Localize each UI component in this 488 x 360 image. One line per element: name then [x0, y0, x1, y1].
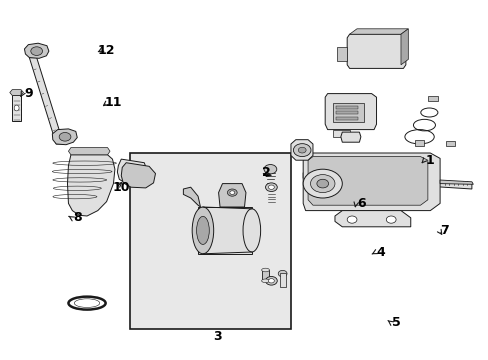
Bar: [12, 95, 21, 121]
Bar: [279, 273, 285, 287]
Bar: [336, 106, 358, 109]
Polygon shape: [340, 132, 360, 142]
Polygon shape: [303, 173, 471, 189]
Bar: [336, 111, 358, 114]
Bar: [414, 140, 424, 146]
Text: 8: 8: [73, 211, 81, 224]
Polygon shape: [52, 129, 77, 145]
Ellipse shape: [278, 270, 286, 277]
Ellipse shape: [59, 132, 71, 141]
Ellipse shape: [229, 191, 234, 194]
Bar: [446, 141, 454, 146]
Ellipse shape: [316, 179, 328, 188]
Polygon shape: [307, 157, 427, 205]
Polygon shape: [198, 207, 251, 254]
Ellipse shape: [346, 216, 356, 223]
Polygon shape: [183, 187, 200, 207]
Polygon shape: [121, 163, 155, 188]
Bar: [336, 117, 358, 120]
Bar: [261, 270, 269, 281]
Ellipse shape: [261, 268, 269, 272]
Ellipse shape: [310, 175, 334, 193]
Ellipse shape: [74, 299, 100, 307]
Polygon shape: [10, 90, 23, 95]
Polygon shape: [400, 29, 407, 65]
Text: 2: 2: [262, 166, 270, 179]
Polygon shape: [29, 58, 63, 144]
Ellipse shape: [264, 165, 276, 174]
Text: 9: 9: [24, 87, 33, 100]
Polygon shape: [349, 29, 407, 34]
Polygon shape: [24, 43, 49, 58]
Text: 5: 5: [391, 316, 400, 329]
Text: 7: 7: [440, 224, 448, 237]
Ellipse shape: [31, 47, 42, 55]
Ellipse shape: [386, 216, 395, 223]
Polygon shape: [439, 180, 472, 184]
Text: 3: 3: [213, 330, 222, 343]
Polygon shape: [346, 34, 405, 68]
Text: 6: 6: [357, 197, 366, 210]
Ellipse shape: [14, 105, 19, 111]
Ellipse shape: [227, 189, 237, 196]
Polygon shape: [334, 211, 410, 227]
Polygon shape: [325, 94, 376, 130]
Polygon shape: [68, 148, 110, 155]
Ellipse shape: [265, 276, 277, 285]
Ellipse shape: [261, 279, 269, 283]
Polygon shape: [337, 47, 346, 61]
Polygon shape: [117, 159, 146, 184]
Text: 11: 11: [104, 96, 122, 109]
Ellipse shape: [293, 144, 310, 157]
Polygon shape: [303, 153, 439, 211]
Text: 12: 12: [98, 44, 115, 57]
Ellipse shape: [268, 185, 274, 189]
Ellipse shape: [268, 279, 274, 283]
Ellipse shape: [265, 183, 277, 192]
Ellipse shape: [298, 147, 305, 153]
Text: 1: 1: [425, 154, 434, 167]
Polygon shape: [290, 140, 312, 160]
Bar: [129, 153, 290, 329]
Polygon shape: [67, 155, 115, 216]
Bar: [427, 96, 437, 101]
Ellipse shape: [303, 169, 342, 198]
Ellipse shape: [192, 207, 213, 254]
Ellipse shape: [196, 216, 209, 244]
Text: 10: 10: [112, 181, 130, 194]
Bar: [332, 103, 364, 122]
Text: 4: 4: [375, 246, 384, 259]
Polygon shape: [332, 130, 349, 137]
Polygon shape: [218, 184, 245, 207]
Ellipse shape: [243, 209, 260, 252]
